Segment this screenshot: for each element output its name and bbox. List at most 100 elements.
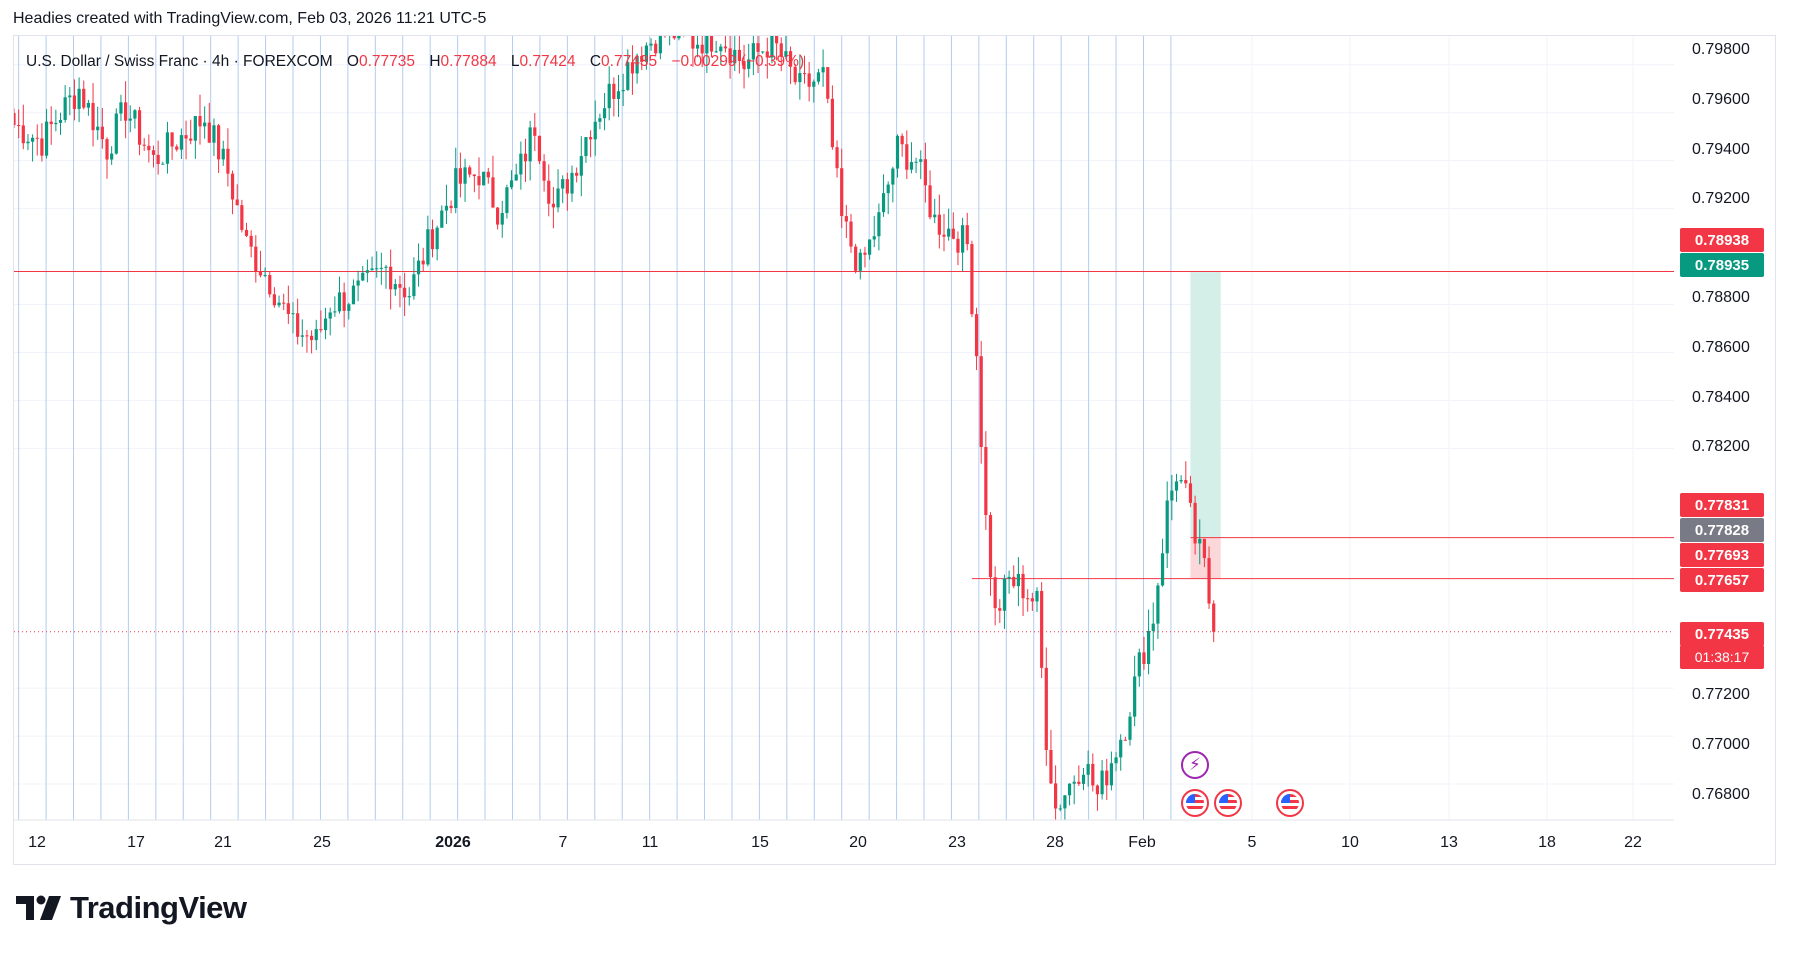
price-line-badge[interactable]: 0.77831 <box>1680 493 1764 517</box>
candle-body <box>840 168 844 217</box>
candle-body <box>933 214 937 218</box>
candle-body <box>747 59 751 69</box>
tradingview-logo-text: TradingView <box>70 890 247 925</box>
candle-body <box>1207 558 1211 604</box>
candle-body <box>635 56 639 74</box>
price-tick: 0.78800 <box>1692 289 1750 306</box>
time-tick-month: Feb <box>1128 834 1156 851</box>
bar-countdown: 01:38:17 <box>1680 645 1764 669</box>
candle-body <box>435 227 439 250</box>
candle-body <box>937 214 941 235</box>
candle-body <box>988 515 993 578</box>
candle-body <box>1184 480 1188 484</box>
candle-body <box>119 102 123 114</box>
candle-body <box>579 156 583 176</box>
candle-body <box>914 161 918 163</box>
time-tick: 18 <box>1538 834 1556 851</box>
candle-body <box>35 137 39 139</box>
candle-body <box>640 56 644 62</box>
candle-body <box>519 153 523 175</box>
symbol-legend[interactable]: U.S. Dollar / Swiss Franc · 4h · FOREXCO… <box>26 53 804 71</box>
time-tick: 12 <box>28 834 46 851</box>
us-flag-icon[interactable] <box>1214 789 1242 817</box>
candle-body <box>486 171 490 178</box>
candle-body <box>835 147 839 169</box>
candle-body <box>403 287 407 298</box>
price-line-badge[interactable]: 0.77657 <box>1680 568 1764 592</box>
candle-body <box>1063 795 1067 809</box>
candle-body <box>198 116 202 127</box>
target-price-badge[interactable]: 0.78935 <box>1680 253 1764 277</box>
candle-body <box>547 180 551 204</box>
candle-body <box>40 138 44 156</box>
candle-body <box>310 335 314 341</box>
candle-body <box>598 118 602 122</box>
candle-body <box>1156 585 1160 624</box>
candle-body <box>677 36 681 39</box>
us-flag-icon[interactable] <box>1276 789 1304 817</box>
price-tick: 0.77000 <box>1692 736 1750 753</box>
candle-body <box>770 36 774 58</box>
candle-body <box>691 36 695 49</box>
candle-body <box>1095 785 1100 795</box>
candle-body <box>240 205 244 230</box>
time-tick: 22 <box>1624 834 1642 851</box>
candle-body <box>244 229 249 236</box>
candle-body <box>444 205 449 211</box>
candle-body <box>68 95 72 98</box>
candle-body <box>491 177 495 208</box>
entry-price-badge[interactable]: 0.77828 <box>1680 518 1764 542</box>
stop-price-badge[interactable]: 0.77693 <box>1680 543 1764 567</box>
price-line-badge[interactable]: 0.78938 <box>1680 228 1764 252</box>
candle-body <box>124 102 128 121</box>
last-price-badge[interactable]: 0.77435 <box>1680 622 1764 646</box>
symbol-name[interactable]: U.S. Dollar / Swiss Franc · 4h · FOREXCO… <box>26 53 333 70</box>
candle-body <box>575 172 579 176</box>
candle-body <box>1040 590 1044 668</box>
time-tick: 25 <box>313 834 331 851</box>
candle-body <box>830 98 834 148</box>
candle-body <box>663 24 666 30</box>
candle-body <box>984 447 988 516</box>
candle-body <box>110 153 114 160</box>
candle-body <box>426 229 430 265</box>
candle-body <box>379 267 383 269</box>
candle-body <box>440 210 444 228</box>
candle-body <box>1123 739 1127 741</box>
open-value: 0.77735 <box>358 53 416 70</box>
lightning-icon[interactable]: ⚡ <box>1181 751 1209 779</box>
candle-body <box>533 127 537 136</box>
candle-body <box>1105 770 1109 786</box>
candle-body <box>389 266 393 290</box>
us-flag-icon[interactable] <box>1181 789 1209 817</box>
candle-body <box>226 148 230 174</box>
candle-body <box>142 144 146 146</box>
candle-body <box>709 36 714 52</box>
candle-body <box>1114 757 1118 764</box>
candle-body <box>1021 573 1025 599</box>
candle-body <box>905 144 909 170</box>
price-tick: 0.79400 <box>1692 141 1750 158</box>
candle-body <box>593 121 597 140</box>
tradingview-logo[interactable]: TradingView <box>16 890 247 926</box>
candle-body <box>1072 781 1076 784</box>
candle-body <box>319 329 323 331</box>
candle-body <box>58 119 63 123</box>
time-tick: 11 <box>641 834 659 851</box>
candle-body <box>570 172 574 194</box>
candle-body <box>342 292 346 311</box>
time-tick: 15 <box>751 834 769 851</box>
candle-body <box>1054 783 1058 809</box>
candle-body <box>314 329 318 341</box>
chart-frame[interactable] <box>13 35 1776 865</box>
candle-body <box>230 173 235 200</box>
candle-body <box>337 292 342 312</box>
candle-body <box>72 95 77 109</box>
candle-body <box>923 159 927 186</box>
candle-body <box>900 135 904 145</box>
candle-body <box>82 88 86 108</box>
candle-body <box>365 270 369 273</box>
candle-body <box>328 312 332 319</box>
candle-body <box>472 174 476 177</box>
